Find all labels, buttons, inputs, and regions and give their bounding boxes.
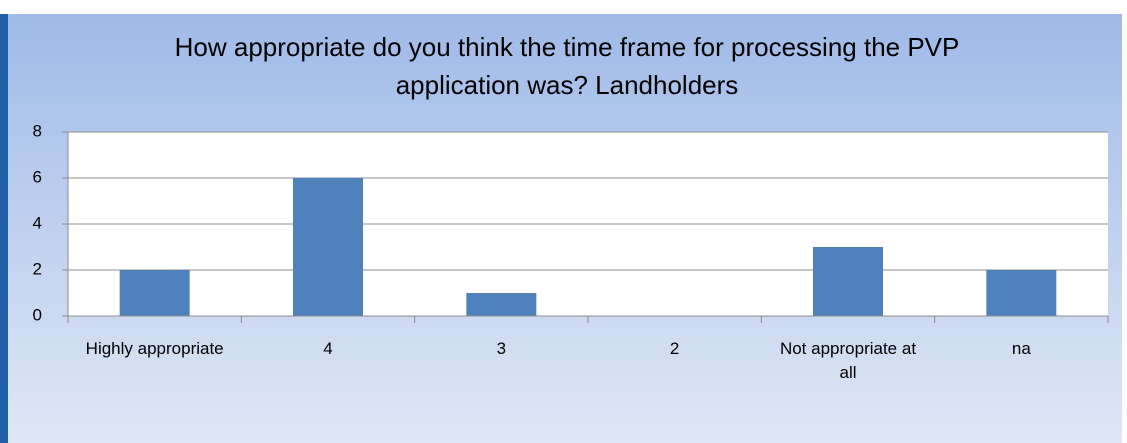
chart-title: How appropriate do you think the time fr… [174, 32, 960, 100]
y-tick-label: 8 [33, 121, 42, 140]
bar [293, 178, 363, 316]
y-tick-label: 6 [33, 167, 42, 186]
y-tick-label: 4 [33, 213, 42, 232]
y-tick-label: 2 [33, 259, 42, 278]
x-tick-label: 4 [323, 339, 333, 358]
x-tick-label: Not appropriate at all [779, 339, 917, 382]
x-tick-label: na [1011, 339, 1031, 358]
y-tick-label: 0 [33, 305, 42, 324]
x-tick-label: Highly appropriate [85, 339, 224, 358]
bar [119, 270, 190, 316]
bar [813, 247, 883, 316]
x-tick-label: 2 [669, 339, 680, 358]
bar [466, 293, 537, 316]
x-tick-label: 3 [496, 339, 507, 358]
bar [986, 270, 1057, 316]
